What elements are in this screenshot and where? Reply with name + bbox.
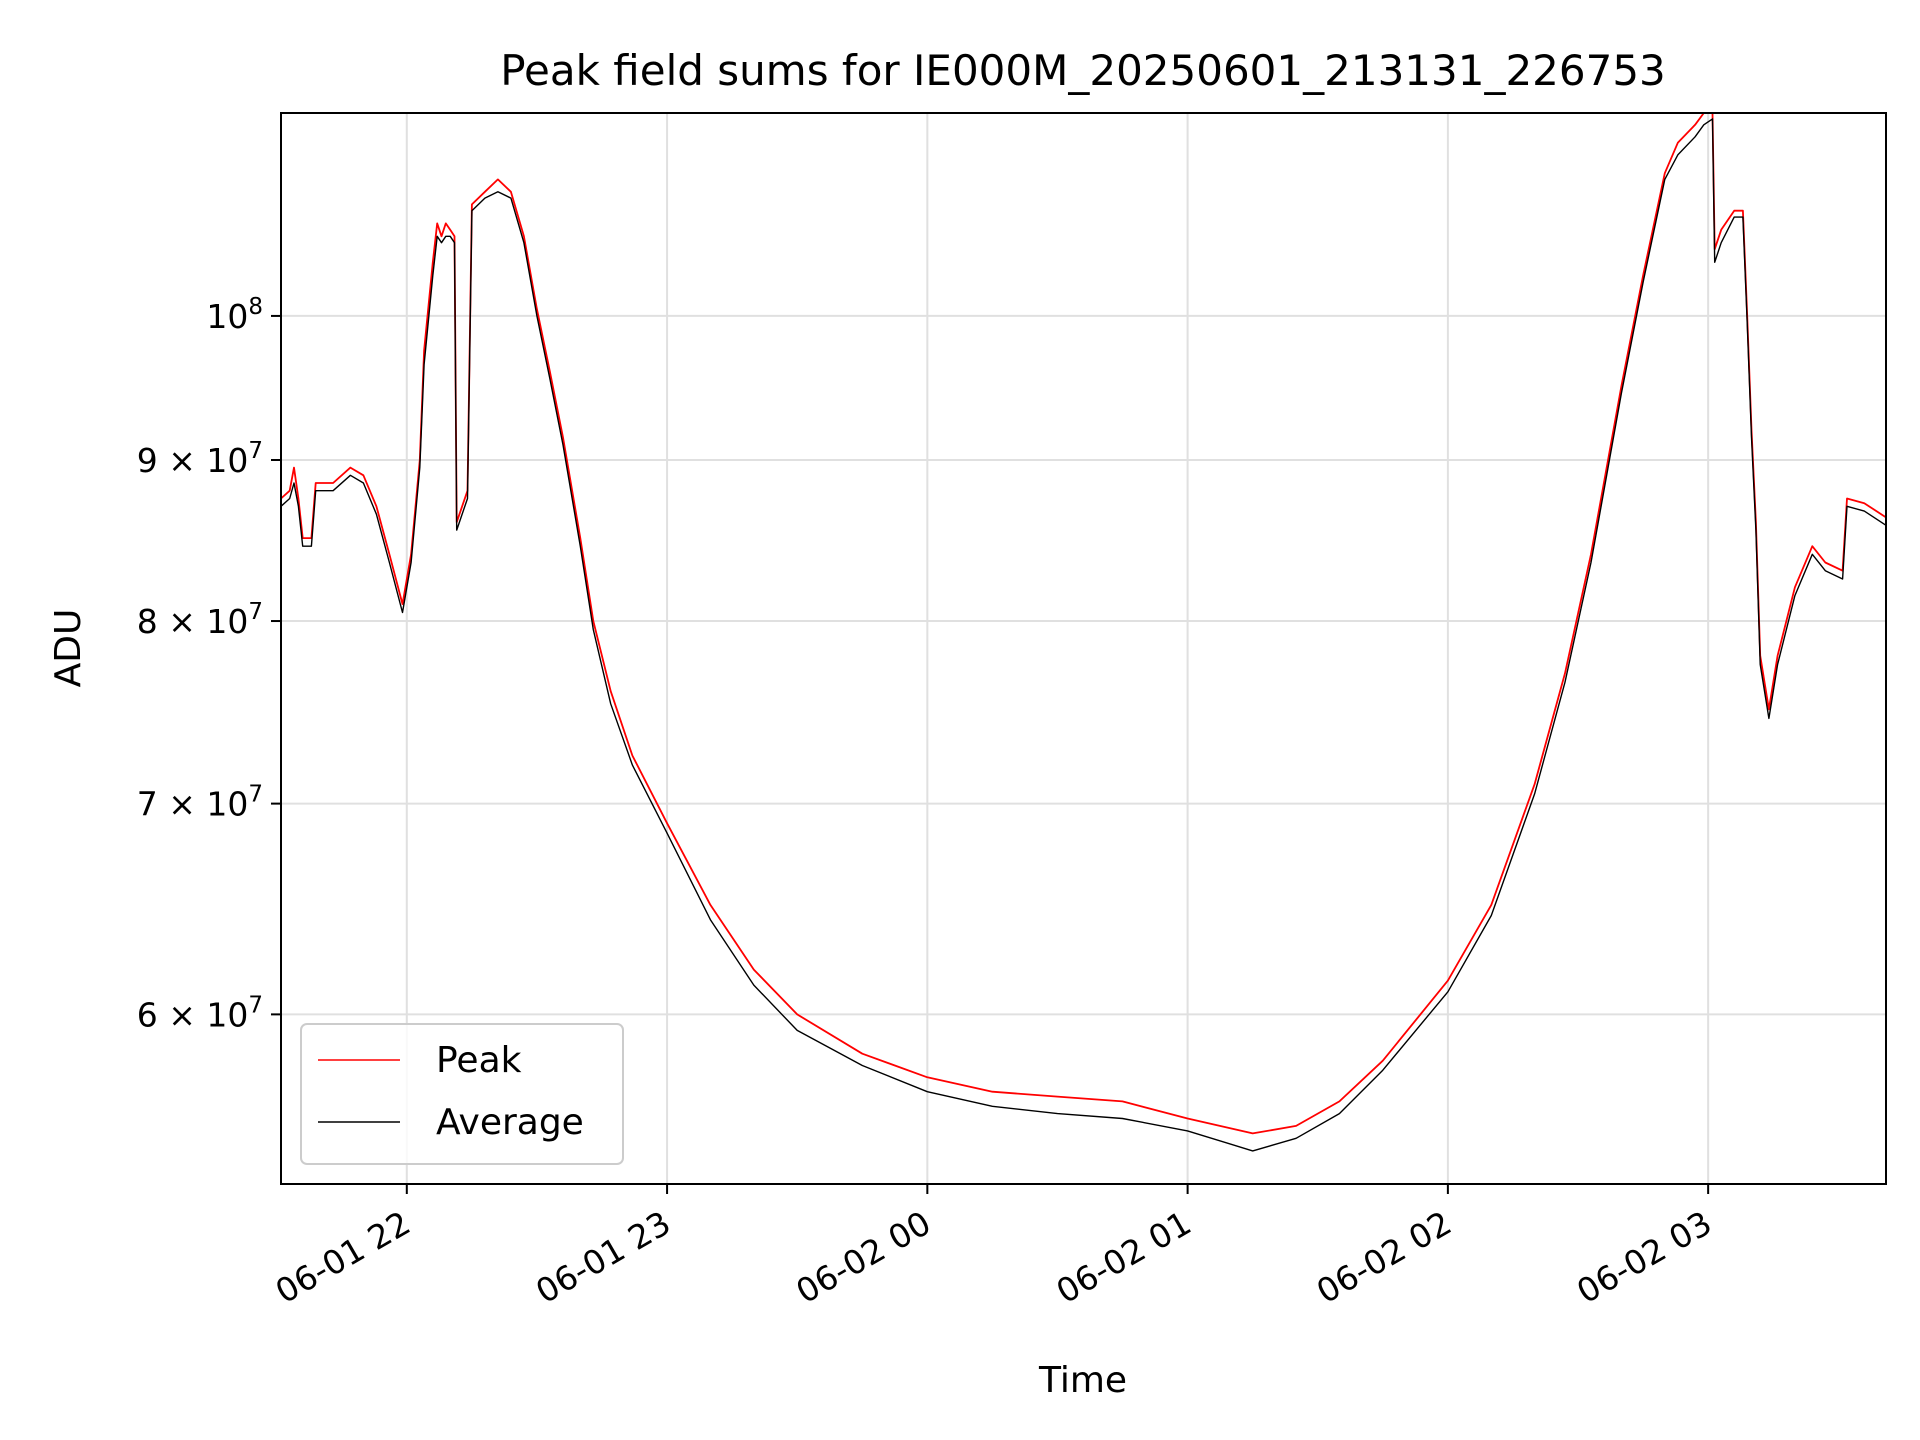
series-line-peak — [280, 112, 1887, 1135]
plot-frame — [280, 112, 1887, 1185]
x-axis-label: Time — [1038, 1360, 1127, 1401]
y-tick-label: 8 × 107 — [137, 599, 263, 641]
series-line-average — [280, 118, 1887, 1152]
chart-title: Peak field sums for IE000M_20250601_2131… — [500, 46, 1666, 95]
y-tick-label: 7 × 107 — [137, 782, 263, 824]
legend-label-average: Average — [436, 1102, 584, 1143]
y-tick-label: 6 × 107 — [137, 992, 263, 1034]
y-tick-label: 108 — [206, 294, 263, 336]
legend-label-peak: Peak — [436, 1040, 522, 1081]
legend: Peak Average — [300, 1023, 624, 1165]
y-axis-label: ADU — [48, 609, 89, 688]
y-tick-label: 9 × 107 — [137, 438, 263, 480]
legend-box — [300, 1023, 624, 1165]
plot-lines — [280, 112, 1887, 1152]
y-axis: 6 × 107 7 × 107 8 × 107 9 × 107 108 — [137, 294, 281, 1034]
grid — [281, 113, 1886, 1184]
